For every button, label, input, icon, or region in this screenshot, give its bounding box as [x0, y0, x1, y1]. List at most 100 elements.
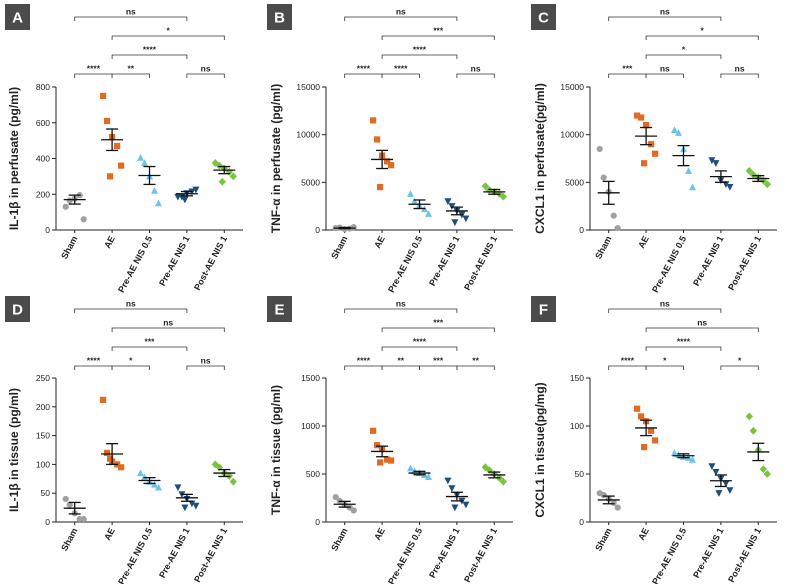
data-point-pre-ae-nis-1: [192, 502, 200, 510]
data-point-ae: [104, 117, 111, 125]
data-point-pre-ae-nis-1: [708, 157, 716, 165]
data-point-pre-ae-nis-1: [722, 480, 730, 488]
significance-label: ****: [413, 45, 427, 55]
y-tick-label: 0: [315, 517, 320, 527]
significance-label: ***: [433, 318, 444, 328]
y-tick-label: 10000: [296, 130, 320, 140]
panel-badge: [5, 4, 30, 30]
category-label-pre-ae-nis-1: Pre-AE NIS 1: [691, 526, 726, 579]
data-point-ae: [377, 184, 384, 191]
significance-label: ****: [87, 64, 101, 74]
panel-badge: [531, 4, 556, 30]
y-tick-label: 0: [579, 225, 584, 235]
significance-label: ***: [145, 337, 156, 347]
data-point-pre-ae-nis-0-5: [407, 464, 414, 472]
data-point-ae: [641, 160, 648, 167]
panel-d: D 0 50 100 150 200 250 IL-1β in tissue (pg/ml) S…: [5, 296, 243, 584]
significance-label: *: [682, 45, 686, 55]
significance-label: ****: [87, 356, 101, 366]
y-tick-label: 200: [36, 189, 50, 199]
data-point-sham: [596, 145, 603, 153]
significance-label: ns: [697, 318, 707, 328]
data-point-sham: [350, 224, 357, 231]
category-label-post-ae-nis-1: Post-AE NIS 1: [462, 234, 499, 292]
significance-label: ****: [357, 356, 371, 366]
data-point-ae: [100, 92, 107, 100]
data-point-pre-ae-nis-1: [708, 463, 716, 471]
data-point-pre-ae-nis-0-5: [675, 129, 682, 136]
data-point-pre-ae-nis-1: [444, 198, 452, 206]
category-label-pre-ae-nis-1: Pre-AE NIS 1: [427, 234, 462, 287]
significance-bracket: [344, 16, 458, 21]
data-point-ae: [652, 150, 659, 157]
data-point-sham: [600, 492, 607, 499]
significance-label: ****: [621, 356, 635, 366]
data-point-post-ae-nis-1: [229, 172, 237, 181]
y-tick-label: 150: [36, 431, 50, 441]
significance-bracket: [608, 308, 722, 313]
data-point-pre-ae-nis-0-5: [411, 197, 418, 205]
data-point-sham: [66, 197, 73, 204]
significance-bracket: [419, 365, 458, 370]
data-point-pre-ae-nis-1: [448, 485, 456, 493]
y-axis-title: TNF-α in perfusate (pg/ml): [269, 84, 283, 233]
category-label-sham: Sham: [593, 526, 613, 552]
significance-label: ns: [396, 299, 406, 309]
y-axis-title: CXCL1 in perfusate(pg/ml): [533, 83, 547, 234]
significance-bracket: [111, 35, 225, 40]
data-point-ae: [374, 442, 381, 449]
category-label-post-ae-nis-1: Post-AE NIS 1: [462, 526, 499, 584]
data-point-pre-ae-nis-1: [448, 203, 456, 210]
data-point-pre-ae-nis-1: [462, 501, 470, 509]
y-tick-label: 50: [575, 469, 585, 479]
category-label-sham: Sham: [329, 526, 349, 552]
data-point-post-ae-nis-1: [229, 477, 237, 486]
category-label-ae: AE: [102, 234, 117, 250]
data-point-pre-ae-nis-1: [715, 490, 723, 497]
data-point-pre-ae-nis-1: [444, 477, 452, 485]
data-point-pre-ae-nis-1: [174, 484, 182, 492]
category-label-pre-ae-nis-0-5: Pre-AE NIS 0.5: [116, 234, 154, 294]
significance-bracket: [111, 346, 188, 351]
data-point-sham: [614, 224, 621, 232]
y-tick-label: 1000: [301, 421, 320, 431]
data-point-sham: [350, 507, 357, 514]
significance-label: ns: [471, 64, 481, 74]
data-point-pre-ae-nis-0-5: [671, 449, 678, 456]
y-tick-label: 0: [45, 517, 50, 527]
significance-label: ns: [201, 64, 211, 74]
y-tick-label: 5000: [565, 177, 584, 187]
significance-bracket: [74, 16, 188, 21]
significance-bracket: [74, 308, 188, 313]
y-tick-label: 1500: [301, 373, 320, 383]
data-point-ae: [374, 136, 381, 143]
significance-bracket: [344, 308, 458, 313]
data-point-pre-ae-nis-1: [181, 196, 189, 204]
category-label-pre-ae-nis-0-5: Pre-AE NIS 0.5: [386, 526, 424, 584]
significance-label: *: [129, 356, 133, 366]
data-point-post-ae-nis-1: [745, 412, 753, 421]
data-point-pre-ae-nis-1: [192, 186, 200, 194]
data-point-ae: [384, 158, 391, 165]
data-point-pre-ae-nis-0-5: [689, 183, 696, 191]
significance-bracket: [608, 73, 647, 78]
data-point-pre-ae-nis-1: [451, 219, 459, 227]
data-point-ae: [118, 464, 125, 471]
significance-bracket: [608, 365, 647, 370]
panel-letter: C: [538, 10, 549, 27]
y-tick-label: 100: [570, 421, 584, 431]
data-point-sham: [332, 493, 339, 501]
y-tick-label: 200: [36, 402, 50, 412]
y-tick-label: 150: [570, 373, 584, 383]
panel-letter: B: [274, 10, 285, 27]
data-point-pre-ae-nis-0-5: [151, 186, 158, 194]
data-point-ae: [114, 142, 121, 150]
category-label-pre-ae-nis-1: Pre-AE NIS 1: [157, 526, 192, 579]
significance-bracket: [720, 73, 759, 78]
data-point-post-ae-nis-1: [215, 161, 223, 170]
significance-label: ns: [396, 7, 406, 17]
significance-bracket: [645, 54, 722, 59]
significance-label: ****: [677, 337, 691, 347]
significance-label: ns: [660, 7, 670, 17]
data-point-post-ae-nis-1: [481, 182, 489, 191]
